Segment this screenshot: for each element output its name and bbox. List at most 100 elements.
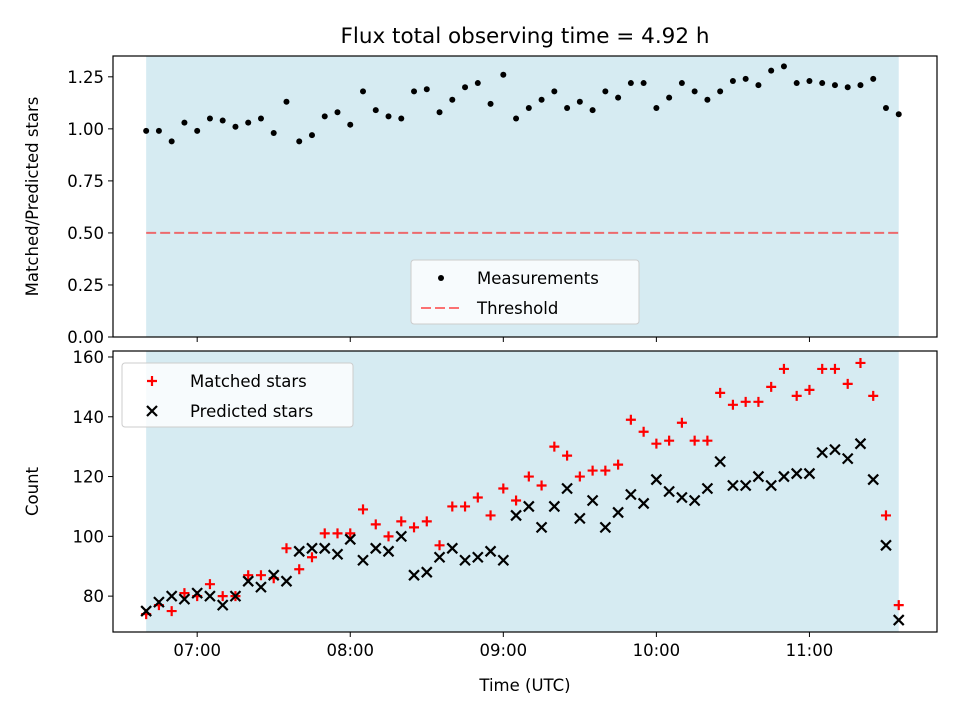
matched-star-point xyxy=(562,450,573,461)
matched-star-point xyxy=(625,414,636,425)
measurement-point xyxy=(691,88,698,95)
predicted-star-point xyxy=(344,533,357,546)
predicted-star-point xyxy=(650,473,663,486)
matched-star-point xyxy=(383,531,394,542)
matched-star-point xyxy=(409,522,420,533)
predicted-star-point xyxy=(739,479,752,492)
matched-star-point xyxy=(702,435,713,446)
predicted-star-point xyxy=(841,452,854,465)
measurement-point xyxy=(742,75,749,82)
measurement-point xyxy=(615,94,622,101)
predicted-star-point xyxy=(204,590,216,602)
axes-frame xyxy=(112,350,938,633)
matched-star-point xyxy=(791,390,802,401)
matched-star-point xyxy=(319,528,330,539)
predicted-star-point xyxy=(165,590,178,602)
predicted-star-point xyxy=(803,467,816,480)
measurement-point xyxy=(870,75,877,82)
measurement-point xyxy=(423,86,430,93)
x-tick-label: 10:00 xyxy=(633,641,681,660)
measurement-point xyxy=(334,109,341,116)
predicted-star-point xyxy=(880,539,892,552)
measurement-point xyxy=(831,82,838,89)
measurement-point xyxy=(857,82,864,89)
measurement-point xyxy=(551,88,558,95)
x-axis-label: Time (UTC) xyxy=(478,676,570,695)
matched-star-point xyxy=(600,465,611,476)
measurement-point xyxy=(780,63,787,70)
matched-star-point xyxy=(829,363,840,374)
matched-star-point xyxy=(511,495,522,506)
matched-star-point xyxy=(868,390,879,401)
measurement-point xyxy=(768,67,775,74)
y-tick-label: 0.50 xyxy=(67,224,104,243)
matched-star-point xyxy=(804,384,815,395)
predicted-star-point xyxy=(892,614,905,626)
measurement-point xyxy=(372,107,379,114)
y-tick-label: 1.00 xyxy=(67,120,104,139)
legend-box xyxy=(121,362,354,428)
legend: Matched stars Predicted stars xyxy=(121,362,354,428)
bottom-panel-counts: 80 100 120 140 160 07:00 08:00 09:00 10:00 11:00 C… xyxy=(23,348,938,695)
measurement-point xyxy=(257,115,264,122)
matched-star-point xyxy=(893,600,904,611)
y-tick-label: 100 xyxy=(73,527,105,546)
measurement-point xyxy=(347,121,354,128)
y-tick-label: 0.25 xyxy=(67,276,104,295)
predicted-star-point xyxy=(267,569,280,581)
predicted-star-point xyxy=(548,500,561,513)
matched-star-point xyxy=(523,471,534,482)
legend-measurement-marker xyxy=(438,275,444,281)
predicted-star-point xyxy=(497,554,510,567)
measurement-point xyxy=(219,117,226,124)
matched-star-point xyxy=(358,504,369,515)
measurement-point xyxy=(576,98,583,105)
predicted-star-point xyxy=(586,494,599,507)
matched-star-point xyxy=(460,501,471,512)
predicted-star-point xyxy=(369,542,382,555)
predicted-star-point xyxy=(306,542,318,555)
y-tick-label: 160 xyxy=(73,348,105,367)
predicted-star-point xyxy=(331,548,344,561)
predicted-star-point xyxy=(790,467,803,480)
measurement-point xyxy=(640,80,647,87)
measurement-point xyxy=(194,127,201,134)
predicted-star-point xyxy=(178,593,191,605)
y-tick-label: 0.00 xyxy=(67,328,104,347)
predicted-star-point xyxy=(484,545,497,558)
matched-star-point xyxy=(753,396,764,407)
predicted-star-point xyxy=(637,497,650,510)
measurement-point xyxy=(143,127,150,134)
matched-star-point xyxy=(306,552,317,563)
measurement-point xyxy=(844,84,851,91)
matched-star-point xyxy=(345,528,356,539)
matched-star-point xyxy=(332,528,343,539)
predicted-star-point xyxy=(472,551,484,564)
measurement-point xyxy=(755,82,762,89)
top-panel-ratio: 0.00 0.25 0.50 0.75 1.00 1.25 Matched/Predicte… xyxy=(23,55,938,347)
predicted-star-point xyxy=(688,494,701,507)
predicted-star-point xyxy=(816,446,828,459)
measurement-point xyxy=(283,98,290,105)
predicted-star-point xyxy=(408,569,420,581)
measurement-point xyxy=(206,115,213,122)
predicted-star-point xyxy=(459,554,471,567)
measurement-point xyxy=(525,105,532,112)
measurement-point xyxy=(321,113,328,120)
predicted-star-point xyxy=(867,473,880,486)
matched-star-point xyxy=(536,480,547,491)
matched-star-point xyxy=(166,606,177,617)
measurement-point xyxy=(270,130,277,137)
x-tick-label: 08:00 xyxy=(326,641,374,660)
predicted-star-point xyxy=(663,485,675,498)
matched-star-point xyxy=(842,378,853,389)
measurement-point xyxy=(449,96,456,103)
predicted-star-point xyxy=(574,512,586,525)
measurement-point xyxy=(168,138,175,145)
predicted-star-point xyxy=(625,488,637,501)
y-tick-label: 80 xyxy=(83,587,104,606)
matched-star-point xyxy=(204,579,215,590)
matched-star-point xyxy=(880,510,891,521)
predicted-star-point xyxy=(293,545,306,558)
